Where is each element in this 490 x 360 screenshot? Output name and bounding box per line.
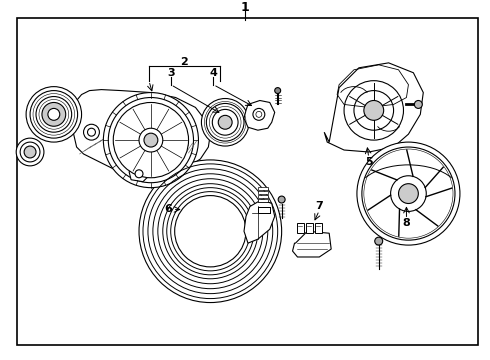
Circle shape <box>344 81 403 140</box>
Circle shape <box>20 142 40 162</box>
Circle shape <box>364 100 384 120</box>
Circle shape <box>375 237 383 245</box>
Bar <box>258 207 270 213</box>
Circle shape <box>415 100 422 108</box>
Circle shape <box>212 109 238 135</box>
Bar <box>258 187 268 190</box>
Circle shape <box>30 91 77 138</box>
Circle shape <box>278 196 285 203</box>
Bar <box>258 195 268 198</box>
Text: 3: 3 <box>167 68 174 78</box>
Circle shape <box>36 96 72 132</box>
Circle shape <box>398 184 418 203</box>
Circle shape <box>103 93 198 188</box>
Circle shape <box>113 103 189 178</box>
Circle shape <box>174 195 246 267</box>
Text: 4: 4 <box>209 68 217 78</box>
Circle shape <box>139 128 163 152</box>
Bar <box>258 191 268 194</box>
Circle shape <box>16 138 44 166</box>
Polygon shape <box>244 199 275 243</box>
Circle shape <box>206 103 244 141</box>
Circle shape <box>362 147 455 240</box>
Circle shape <box>256 111 262 117</box>
Circle shape <box>354 91 393 130</box>
Bar <box>258 207 270 213</box>
Circle shape <box>275 87 281 94</box>
Text: 1: 1 <box>241 1 249 14</box>
Circle shape <box>108 98 194 183</box>
Polygon shape <box>70 90 210 176</box>
Bar <box>258 199 268 202</box>
Circle shape <box>144 133 158 147</box>
Polygon shape <box>244 100 275 130</box>
Text: 6: 6 <box>164 204 171 215</box>
Bar <box>297 223 304 233</box>
Text: 8: 8 <box>403 218 410 228</box>
Circle shape <box>26 87 81 142</box>
Circle shape <box>24 146 36 158</box>
Bar <box>316 223 322 233</box>
Bar <box>258 207 270 213</box>
Polygon shape <box>324 63 423 152</box>
Circle shape <box>201 99 249 146</box>
Text: 2: 2 <box>180 57 188 67</box>
Text: 7: 7 <box>316 202 323 211</box>
Circle shape <box>391 176 426 211</box>
Text: 5: 5 <box>365 157 372 167</box>
Polygon shape <box>129 166 149 182</box>
Bar <box>306 223 313 233</box>
Circle shape <box>218 115 232 129</box>
Circle shape <box>48 108 60 120</box>
Circle shape <box>84 124 99 140</box>
Circle shape <box>357 142 460 245</box>
Circle shape <box>88 128 96 136</box>
Circle shape <box>135 170 143 178</box>
Circle shape <box>253 108 265 120</box>
Circle shape <box>139 160 282 302</box>
Polygon shape <box>293 231 331 257</box>
Circle shape <box>42 103 66 126</box>
